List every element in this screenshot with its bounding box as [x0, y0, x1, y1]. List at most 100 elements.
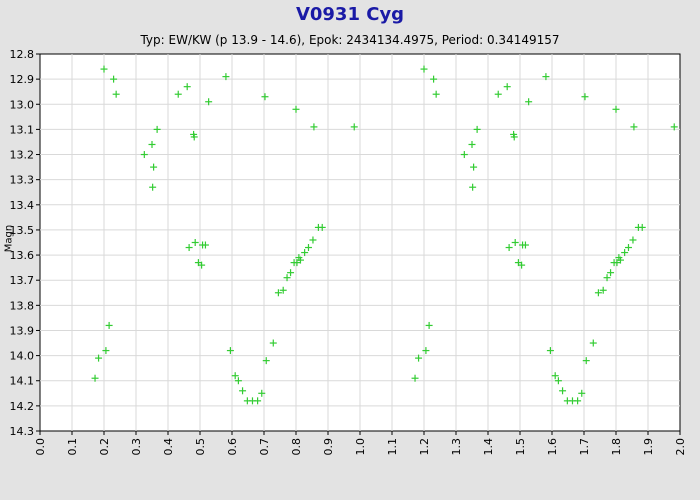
data-point: [581, 93, 589, 101]
chart-subtitle: Typ: EW/KW (p 13.9 - 14.6), Epok: 243413…: [140, 33, 560, 47]
data-point: [226, 347, 234, 355]
x-tick-label: 1.8: [610, 438, 623, 456]
data-point: [574, 397, 582, 405]
data-point: [460, 151, 468, 159]
data-point: [110, 75, 118, 83]
data-point: [91, 374, 99, 382]
data-point: [503, 83, 511, 91]
x-tick-label: 0.1: [66, 438, 79, 456]
data-point: [283, 274, 291, 282]
data-point: [231, 372, 239, 380]
data-point: [505, 244, 513, 252]
data-point: [262, 357, 270, 365]
x-tick-label: 1.5: [514, 438, 527, 456]
data-point: [425, 321, 433, 329]
x-tick-label: 0.7: [258, 438, 271, 456]
data-point: [518, 261, 526, 269]
data-point: [279, 286, 287, 294]
data-point: [616, 256, 624, 264]
data-point: [613, 259, 621, 267]
data-point: [239, 387, 247, 395]
data-point: [304, 244, 312, 252]
data-point: [174, 90, 182, 98]
data-point: [411, 374, 419, 382]
data-point: [415, 354, 423, 362]
data-point: [140, 151, 148, 159]
x-tick-label: 0.5: [194, 438, 207, 456]
data-point: [554, 377, 562, 385]
data-point: [310, 123, 318, 131]
data-point: [198, 261, 206, 269]
data-point: [100, 65, 108, 73]
data-point: [624, 244, 632, 252]
data-point: [309, 236, 317, 244]
data-point: [422, 347, 430, 355]
data-point: [420, 65, 428, 73]
data-point: [468, 140, 476, 148]
data-point: [630, 123, 638, 131]
x-tick-label: 0.6: [226, 438, 239, 456]
x-tick-label: 1.9: [642, 438, 655, 456]
x-tick-label: 0.8: [290, 438, 303, 456]
data-point: [318, 223, 326, 231]
data-point: [470, 163, 478, 171]
data-point: [183, 83, 191, 91]
data-point: [234, 377, 242, 385]
y-tick-label: 14.0: [10, 350, 35, 363]
data-point: [201, 241, 209, 249]
data-point: [274, 289, 282, 297]
data-point: [510, 133, 518, 141]
x-tick-label: 1.4: [482, 438, 495, 456]
y-tick-label: 13.1: [10, 123, 35, 136]
data-point: [551, 372, 559, 380]
y-tick-label: 13.2: [10, 149, 35, 162]
data-point: [670, 123, 678, 131]
data-point: [258, 389, 266, 397]
data-point: [432, 90, 440, 98]
data-point: [494, 90, 502, 98]
data-point: [594, 289, 602, 297]
y-tick-label: 13.3: [10, 174, 35, 187]
data-point: [559, 387, 567, 395]
data-point: [612, 105, 620, 113]
axis-ticks: 0.0 0.1 0.2 0.3 0.4 0.5 0.6 0.7 0.8 0.9 1.0 1.1 1.2 1…: [10, 48, 688, 456]
data-point: [95, 354, 103, 362]
grid-lines: [40, 54, 680, 431]
y-tick-label: 13.9: [10, 324, 35, 337]
x-tick-label: 1.2: [418, 438, 431, 456]
data-point: [254, 397, 262, 405]
data-point: [102, 347, 110, 355]
x-tick-label: 1.1: [386, 438, 399, 456]
data-point: [205, 98, 213, 106]
x-tick-label: 1.7: [578, 438, 591, 456]
data-point: [521, 241, 529, 249]
y-tick-label: 13.7: [10, 274, 35, 287]
data-point: [287, 269, 295, 277]
data-point: [542, 73, 550, 81]
x-tick-label: 1.3: [450, 438, 463, 456]
data-point: [191, 239, 199, 246]
data-point: [525, 98, 533, 106]
y-tick-label: 12.9: [10, 73, 35, 86]
data-point: [578, 389, 586, 397]
data-point: [607, 269, 615, 277]
data-point: [296, 256, 304, 264]
y-tick-label: 14.2: [10, 400, 35, 413]
data-point: [261, 93, 269, 101]
x-tick-label: 0.2: [98, 438, 111, 456]
data-point: [153, 125, 161, 133]
data-points: [91, 65, 678, 405]
data-point: [149, 183, 157, 191]
y-tick-label: 13.5: [10, 224, 35, 237]
data-point: [638, 223, 646, 231]
data-point: [599, 286, 607, 294]
y-tick-label: 14.3: [10, 425, 35, 438]
data-point: [222, 73, 230, 81]
data-point: [473, 125, 481, 133]
data-point: [603, 274, 611, 282]
data-point: [621, 249, 629, 257]
data-point: [629, 236, 637, 244]
x-tick-label: 0.9: [322, 438, 335, 456]
data-point: [350, 123, 358, 131]
